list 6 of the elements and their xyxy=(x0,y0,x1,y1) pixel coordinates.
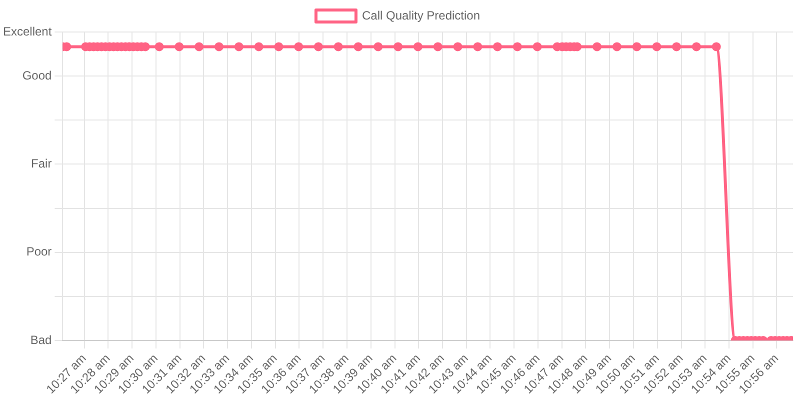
category-label: Excellent xyxy=(2,24,52,38)
category-label: Good xyxy=(22,68,52,82)
category-label: Poor xyxy=(26,244,52,259)
category-label: Bad xyxy=(30,332,52,347)
legend-label: Call Quality Prediction xyxy=(362,8,480,22)
category-label: Fair xyxy=(31,156,52,170)
